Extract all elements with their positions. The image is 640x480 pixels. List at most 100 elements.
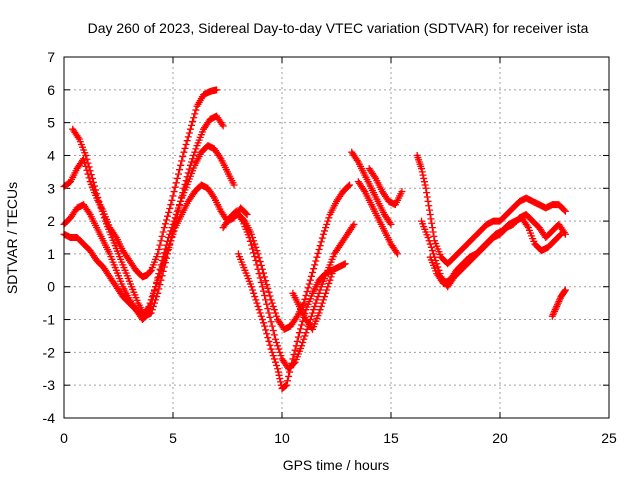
data-point-5-26 bbox=[263, 330, 271, 338]
data-point-7-24 bbox=[315, 309, 323, 317]
data-point-5-60 bbox=[295, 329, 303, 337]
data-point-4-46 bbox=[269, 326, 277, 334]
y-tick-labels: -4 -3 -2 -1 0 1 2 3 4 5 6 7 bbox=[43, 49, 56, 426]
data-point-6-68 bbox=[309, 269, 317, 277]
data-point-5-51 bbox=[286, 368, 294, 376]
data-point-7-35 bbox=[327, 273, 335, 281]
data-point-6-28 bbox=[265, 288, 273, 296]
data-point-6-53 bbox=[292, 314, 300, 322]
data-point-5-48 bbox=[282, 381, 290, 389]
data-point-6-80 bbox=[322, 224, 330, 232]
x-tick-label-3: 15 bbox=[383, 430, 399, 446]
data-point-12-14 bbox=[433, 260, 441, 268]
data-point-3-92 bbox=[160, 256, 168, 264]
data-point-8-35 bbox=[386, 219, 394, 227]
data-point-1-5 bbox=[74, 133, 82, 141]
data-point-5-57 bbox=[292, 342, 300, 350]
data-point-1-138 bbox=[219, 122, 227, 130]
data-point-0-108 bbox=[173, 174, 181, 182]
data-point-3-95 bbox=[164, 247, 172, 255]
data-point-1-109 bbox=[188, 158, 196, 166]
data-point-6-13 bbox=[249, 234, 257, 241]
data-point-6-69 bbox=[310, 265, 318, 273]
data-point-2-23 bbox=[85, 209, 93, 217]
data-point-0-113 bbox=[179, 153, 187, 161]
x-tick-label-2: 10 bbox=[274, 430, 290, 446]
data-point-14-9 bbox=[555, 297, 563, 305]
data-point-13-119 bbox=[556, 231, 564, 239]
data-point-12-10 bbox=[428, 247, 436, 255]
data-point-3-91 bbox=[159, 260, 167, 268]
data-point-7-31 bbox=[323, 286, 331, 294]
data-point-1-20 bbox=[91, 182, 99, 190]
data-point-0-114 bbox=[180, 148, 188, 156]
data-point-6-72 bbox=[313, 253, 321, 261]
data-point-4-88 bbox=[315, 289, 323, 297]
data-point-0-104 bbox=[169, 192, 177, 200]
data-point-12-7 bbox=[425, 237, 433, 245]
data-point-11-10 bbox=[420, 178, 428, 186]
data-point-1-113 bbox=[192, 145, 200, 153]
data-point-3-82 bbox=[149, 289, 157, 297]
data-point-7-32 bbox=[324, 283, 332, 291]
data-point-3-80 bbox=[147, 296, 155, 304]
data-point-1-15 bbox=[85, 163, 93, 171]
data-point-6-34 bbox=[271, 309, 279, 317]
data-point-5-29 bbox=[266, 341, 274, 349]
data-point-6-16 bbox=[252, 243, 260, 251]
data-point-0-117 bbox=[183, 137, 191, 145]
data-point-4-120 bbox=[350, 220, 358, 228]
data-point-11-18 bbox=[426, 211, 434, 219]
data-point-3-96 bbox=[165, 243, 173, 251]
data-point-12-15 bbox=[434, 263, 442, 271]
data-point-6-24 bbox=[261, 273, 269, 281]
data-point-14-10 bbox=[556, 296, 564, 304]
data-point-0-124 bbox=[191, 110, 199, 118]
data-point-6-71 bbox=[312, 257, 320, 265]
data-point-0-109 bbox=[174, 170, 182, 178]
data-point-5-23 bbox=[259, 319, 267, 327]
data-point-3-98 bbox=[167, 237, 175, 245]
data-point-1-25 bbox=[96, 201, 104, 209]
data-point-7-29 bbox=[321, 293, 329, 301]
data-point-6-75 bbox=[316, 242, 324, 250]
data-point-1-16 bbox=[86, 167, 94, 175]
data-point-5-50 bbox=[285, 372, 293, 380]
data-point-4-87 bbox=[314, 293, 322, 301]
data-point-0-144 bbox=[213, 86, 221, 94]
data-point-14-17 bbox=[561, 287, 569, 295]
data-point-0-116 bbox=[182, 141, 190, 149]
data-point-6-63 bbox=[303, 288, 311, 296]
data-point-6-22 bbox=[258, 265, 266, 273]
data-point-4-41 bbox=[264, 305, 272, 313]
data-point-2-106 bbox=[176, 201, 184, 209]
data-point-4-49 bbox=[273, 339, 281, 347]
data-point-0-119 bbox=[185, 129, 193, 137]
data-point-0-83 bbox=[146, 267, 154, 275]
data-point-3-78 bbox=[145, 302, 153, 310]
data-point-5-56 bbox=[291, 346, 299, 354]
data-point-1-28 bbox=[99, 211, 107, 219]
data-point-1-14 bbox=[84, 159, 92, 167]
data-point-4-47 bbox=[270, 331, 278, 339]
data-point-9-35 bbox=[392, 248, 400, 256]
data-point-5-61 bbox=[297, 325, 305, 333]
data-point-1-27 bbox=[98, 207, 106, 215]
data-point-5-102 bbox=[341, 260, 349, 268]
data-point-5-20 bbox=[256, 309, 264, 317]
data-point-4-51 bbox=[275, 345, 283, 353]
data-point-4-73 bbox=[299, 339, 307, 347]
data-point-14-4 bbox=[551, 306, 559, 314]
data-point-4-81 bbox=[307, 312, 315, 320]
data-point-6-17 bbox=[253, 247, 261, 255]
data-point-6-29 bbox=[266, 292, 274, 300]
data-point-3-167 bbox=[242, 209, 250, 217]
data-point-5-33 bbox=[270, 355, 278, 363]
y-tick-label-9: 5 bbox=[47, 115, 55, 131]
data-point-11-12 bbox=[422, 184, 430, 192]
data-point-4-43 bbox=[266, 313, 274, 321]
y-tick-label-11: 7 bbox=[47, 49, 55, 65]
data-point-12-8 bbox=[426, 240, 434, 248]
data-point-5-28 bbox=[265, 337, 273, 345]
